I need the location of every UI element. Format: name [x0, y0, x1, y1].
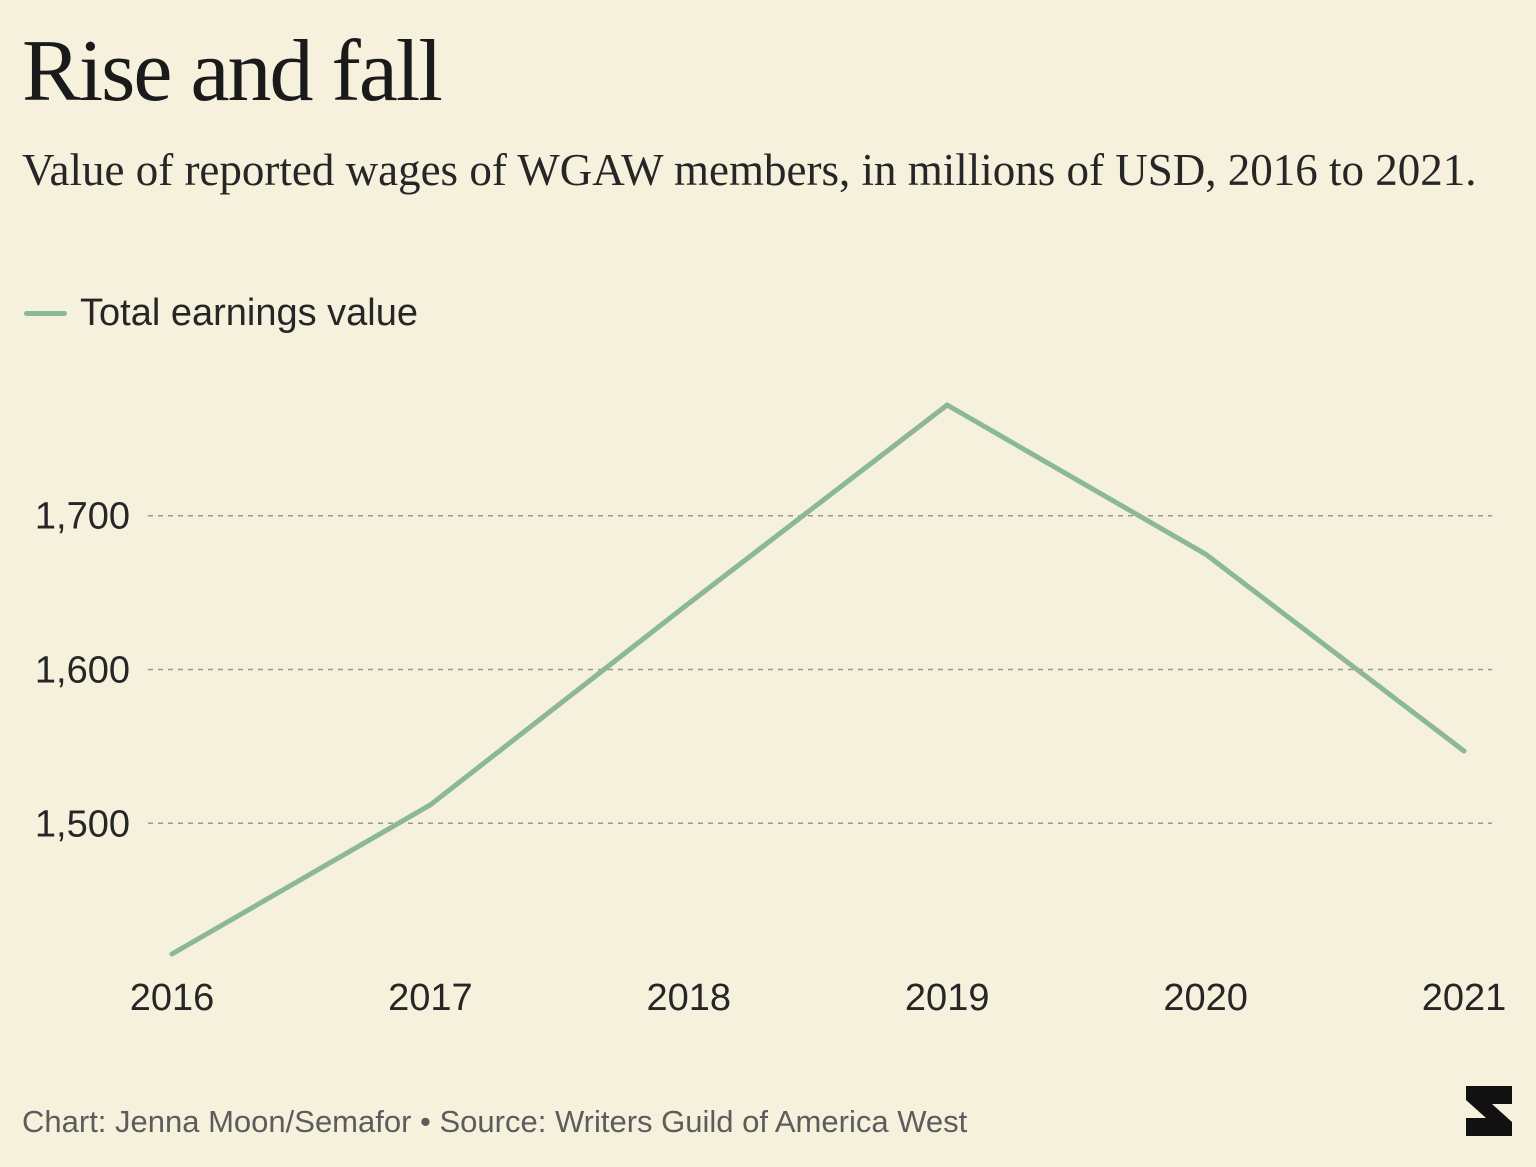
chart-credit: Chart: Jenna Moon/Semafor • Source: Writ… [22, 1104, 968, 1139]
y-tick-label: 1,600 [35, 650, 130, 692]
chart-title: Rise and fall [22, 23, 443, 120]
x-tick-label: 2016 [130, 977, 215, 1019]
legend-swatch [24, 311, 67, 316]
x-tick-label: 2018 [647, 977, 732, 1019]
y-axis-ticks: 1,500 1,600 1,700 [35, 496, 130, 846]
y-tick-label: 1,700 [35, 496, 130, 538]
series-line-total-earnings [169, 402, 1467, 957]
x-tick-label: 2020 [1163, 977, 1248, 1019]
gridlines [148, 514, 1492, 825]
x-axis-ticks: 2016 2017 2018 2019 2020 2021 [130, 977, 1507, 1019]
semafor-logo-icon [1466, 1086, 1512, 1136]
line-chart: 1,500 1,600 1,700 2016 2017 2018 2019 2020 2021 [35, 402, 1507, 1019]
x-tick-label: 2019 [905, 977, 990, 1019]
x-tick-label: 2021 [1422, 977, 1507, 1019]
chart-subtitle: Value of reported wages of WGAW members,… [22, 145, 1477, 195]
x-tick-label: 2017 [388, 977, 473, 1019]
y-tick-label: 1,500 [35, 803, 130, 845]
series-lines [169, 402, 1467, 957]
legend-label: Total earnings value [80, 292, 418, 334]
legend: Total earnings value [24, 292, 418, 335]
